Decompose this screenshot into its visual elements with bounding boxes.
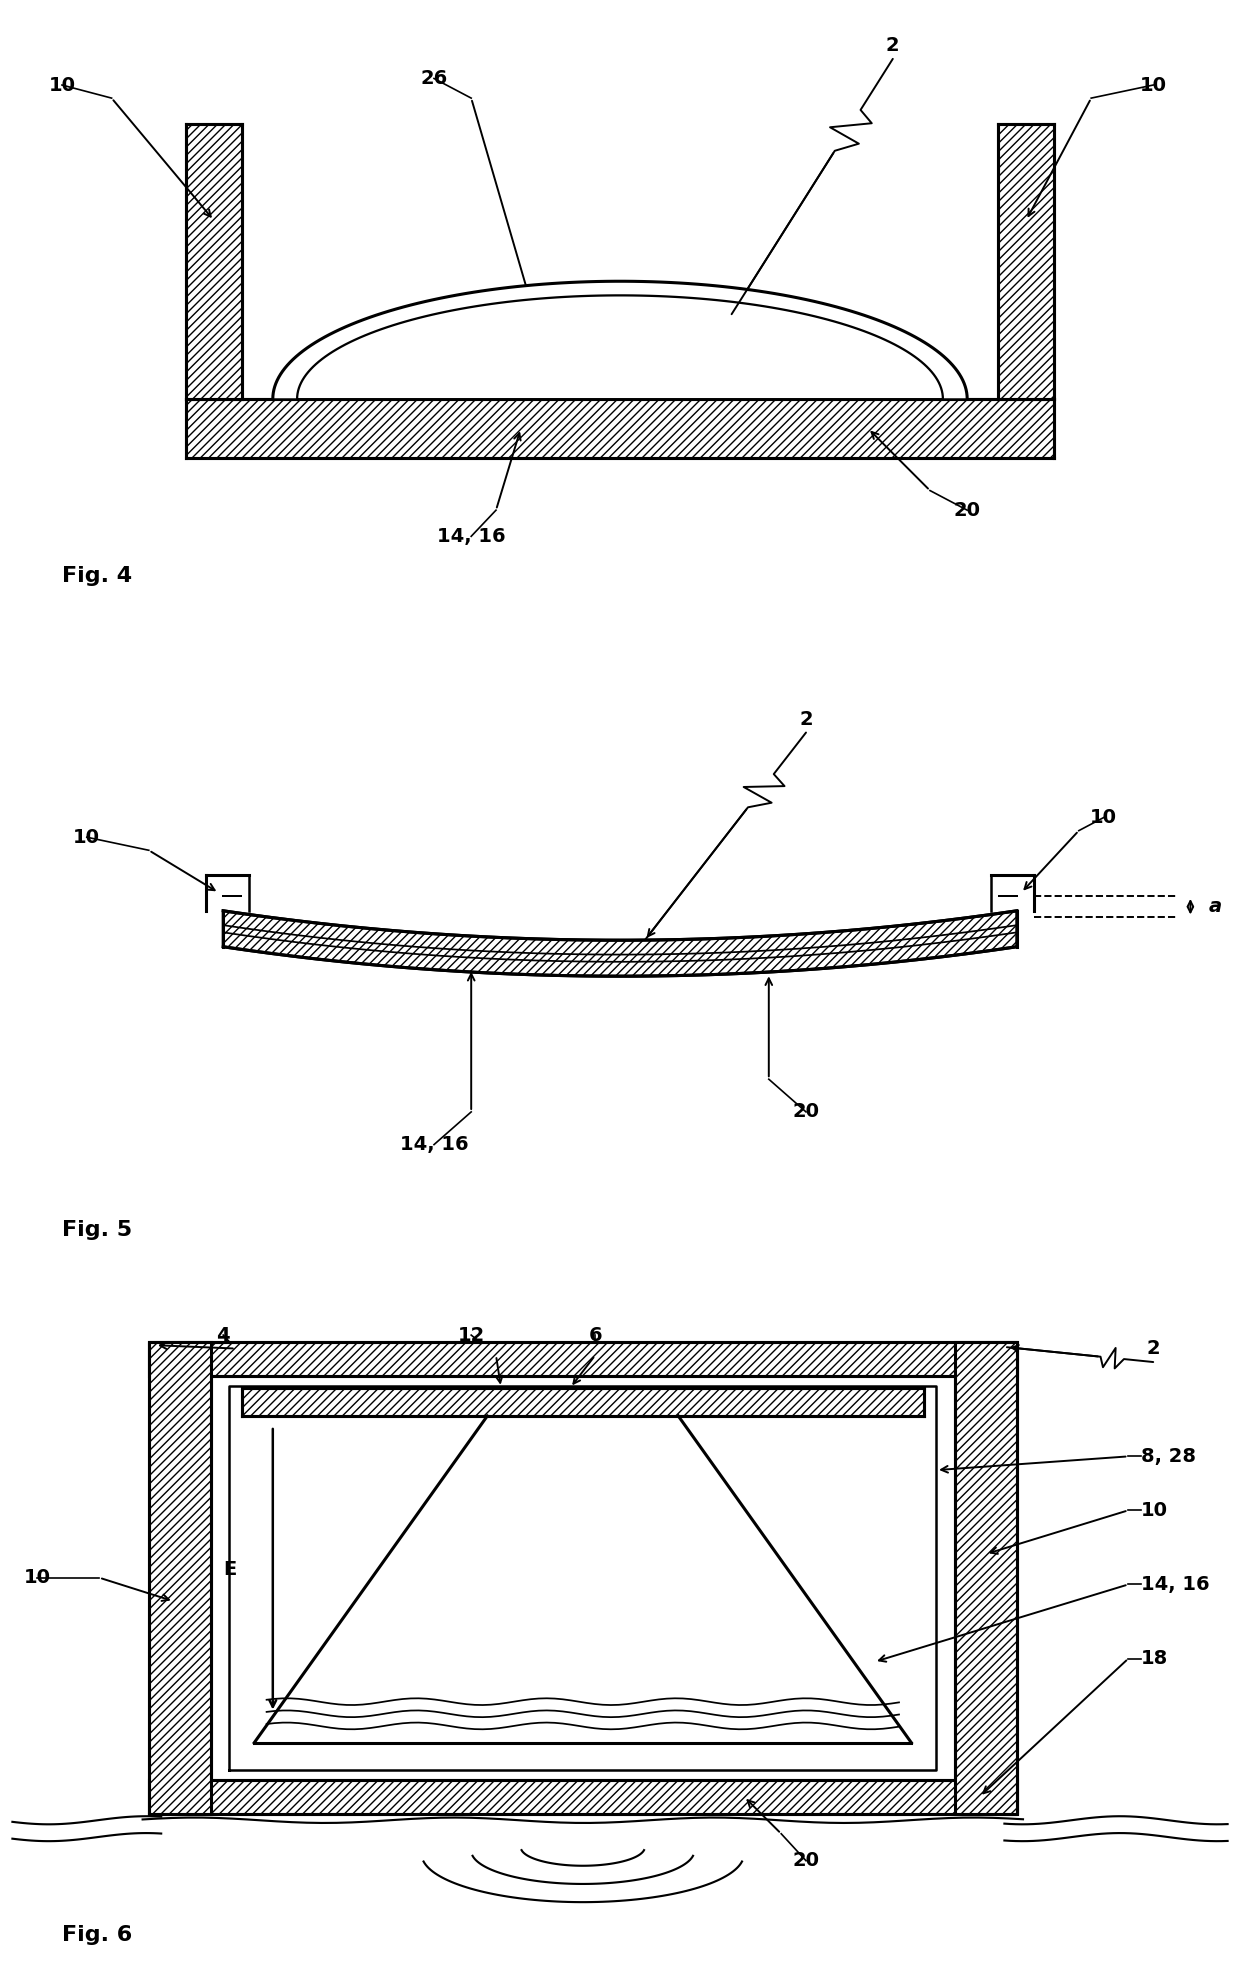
Text: 20: 20 — [792, 1851, 820, 1871]
Bar — [242, 1387, 924, 1415]
Text: 10: 10 — [1090, 809, 1117, 826]
Bar — [149, 1780, 1017, 1814]
Text: 26: 26 — [420, 69, 448, 87]
Text: 10: 10 — [1141, 1500, 1168, 1520]
Text: 8, 28: 8, 28 — [1141, 1447, 1195, 1467]
Text: 2: 2 — [1147, 1340, 1159, 1358]
Text: 4: 4 — [217, 1326, 229, 1344]
Text: 6: 6 — [589, 1326, 601, 1344]
Bar — [149, 1342, 1017, 1376]
Text: 10: 10 — [24, 1568, 51, 1588]
Text: 20: 20 — [792, 1102, 820, 1122]
Bar — [998, 125, 1054, 398]
Text: Fig. 4: Fig. 4 — [62, 565, 133, 585]
Text: 14, 16: 14, 16 — [436, 527, 506, 545]
Text: 2: 2 — [887, 36, 899, 55]
Text: 10: 10 — [1140, 75, 1167, 95]
Text: a: a — [1209, 898, 1223, 916]
Text: E: E — [223, 1560, 236, 1580]
Polygon shape — [223, 912, 1017, 977]
Bar — [211, 1376, 955, 1780]
Text: 10: 10 — [73, 828, 100, 846]
Text: 20: 20 — [954, 501, 981, 519]
Text: 12: 12 — [458, 1326, 485, 1344]
Text: 10: 10 — [48, 75, 76, 95]
Bar — [149, 1342, 211, 1814]
Text: Fig. 5: Fig. 5 — [62, 1219, 133, 1239]
Polygon shape — [273, 281, 967, 398]
Text: 14, 16: 14, 16 — [1141, 1576, 1209, 1594]
Bar — [186, 398, 1054, 458]
Text: 2: 2 — [800, 710, 812, 729]
Text: 18: 18 — [1141, 1649, 1168, 1669]
Bar — [955, 1342, 1017, 1814]
Bar — [186, 125, 242, 398]
Text: 14, 16: 14, 16 — [399, 1136, 469, 1154]
Text: Fig. 6: Fig. 6 — [62, 1925, 133, 1944]
